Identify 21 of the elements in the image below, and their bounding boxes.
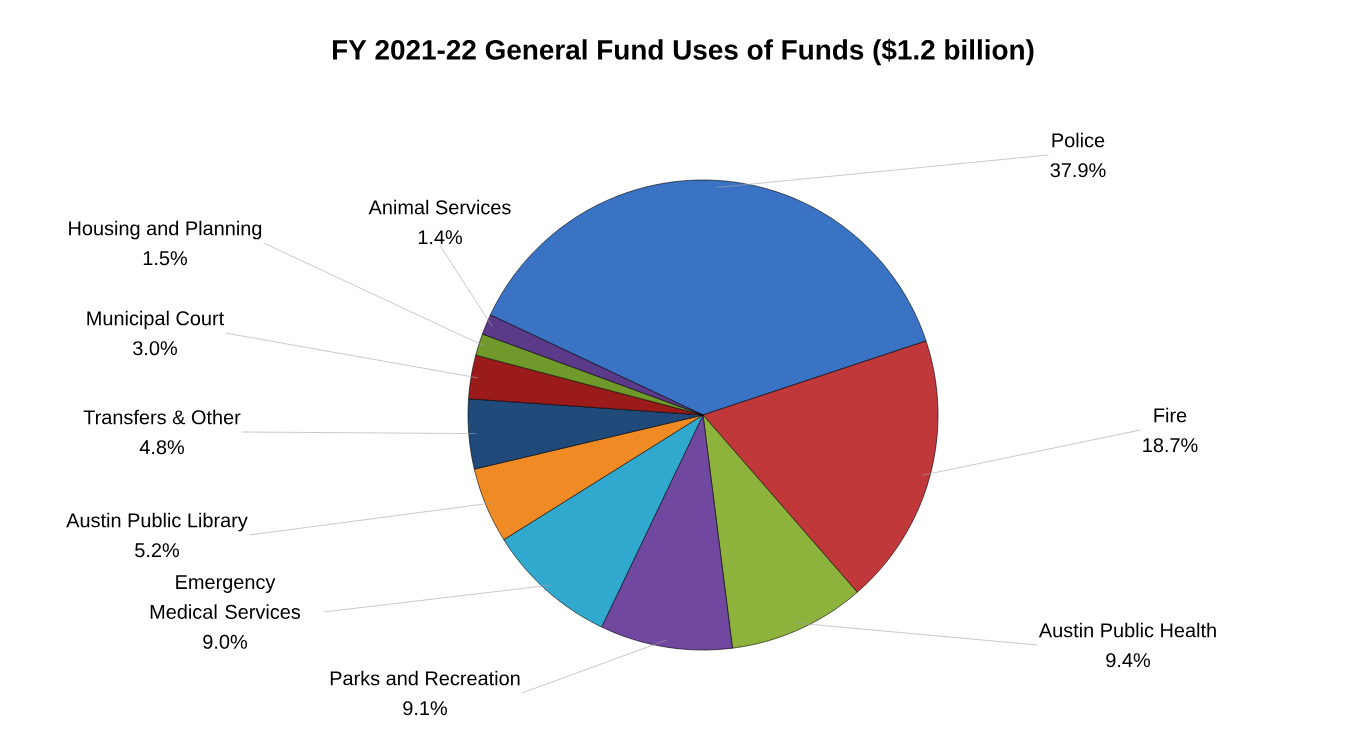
- slice-label: Municipal Court: [87, 310, 225, 330]
- slice-label: Austin Public Library: [66, 512, 248, 532]
- slice-label: Police: [1052, 132, 1105, 148]
- chart-title: FY 2021-22 General Fund Uses of Funds ($1.2 billion): [332, 38, 1034, 66]
- data-label: 1.5%: [143, 251, 187, 266]
- data-label: 18.7%: [1143, 438, 1198, 453]
- data-label: 37.9%: [1050, 163, 1106, 178]
- slice-label: Animal Services: [368, 199, 511, 215]
- slice-label: Emergency Medical Services: [150, 575, 301, 619]
- data-label: 4.8%: [139, 440, 184, 455]
- data-label: 5.2%: [135, 543, 179, 558]
- data-label: 1.4%: [418, 230, 462, 245]
- slice-label: Housing and Planning: [69, 220, 262, 240]
- data-label: 3.0%: [133, 341, 177, 356]
- slice-label: Transfers & Other: [83, 409, 241, 425]
- slice-label: Parks and Recreation: [330, 670, 520, 686]
- slice-label: Austin Public Health: [1038, 622, 1216, 638]
- data-label: 9.1%: [403, 701, 447, 716]
- data-label: 9.4%: [1106, 653, 1150, 668]
- slice-label: Fire: [1154, 407, 1187, 423]
- data-label: 9.0%: [203, 634, 247, 649]
